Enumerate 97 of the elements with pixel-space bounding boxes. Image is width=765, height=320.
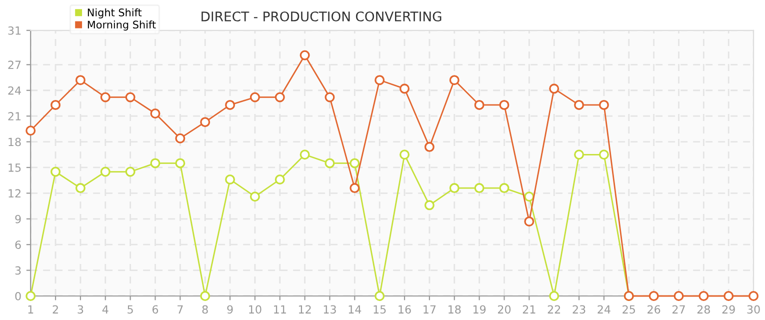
point — [474, 100, 484, 110]
x-tick-label: 26 — [648, 305, 660, 314]
x-tick-label: 21 — [522, 305, 536, 314]
x-tick-label: 2 — [52, 305, 58, 314]
point — [598, 100, 609, 110]
point — [350, 158, 360, 168]
point — [300, 150, 310, 160]
point — [424, 200, 434, 210]
y-tick-label: 24 — [8, 86, 21, 95]
x-tick-label: 24 — [598, 305, 610, 314]
point — [549, 84, 560, 94]
x-tick-label: 6 — [152, 305, 158, 314]
point — [274, 92, 285, 102]
point — [374, 75, 385, 86]
x-tick-label: 29 — [722, 305, 735, 314]
chart-title: DIRECT - PRODUCTION CONVERTING — [202, 11, 442, 22]
point — [125, 166, 136, 177]
x-tick-label: 4 — [102, 305, 108, 314]
point — [724, 291, 734, 301]
x-tick-label: 11 — [274, 305, 286, 314]
y-tick-label: 0 — [15, 292, 21, 300]
point — [225, 100, 236, 110]
point — [374, 291, 385, 301]
point — [125, 92, 136, 102]
point — [674, 291, 684, 301]
x-tick-label: 27 — [672, 305, 685, 314]
point — [250, 192, 260, 202]
point — [698, 291, 709, 301]
point — [75, 183, 86, 194]
point — [524, 216, 534, 226]
point — [200, 117, 210, 128]
x-tick-label: 7 — [178, 305, 183, 314]
point — [175, 158, 186, 168]
x-tick-label: 16 — [398, 305, 411, 314]
point — [150, 108, 160, 119]
point — [75, 75, 86, 86]
point — [449, 75, 460, 86]
point — [400, 150, 410, 160]
point — [300, 50, 310, 60]
y-tick-label: 31 — [8, 26, 21, 35]
point — [400, 84, 410, 94]
point — [50, 166, 61, 177]
point — [524, 192, 534, 202]
y-tick-label: 27 — [8, 60, 21, 69]
x-tick-label: 18 — [448, 305, 461, 314]
point — [449, 183, 460, 194]
point — [499, 100, 510, 110]
y-tick-label: 3 — [15, 266, 21, 275]
x-tick-label: 8 — [202, 305, 208, 314]
x-tick-label: 30 — [747, 305, 760, 314]
point — [748, 291, 759, 301]
x-tick-label: 13 — [324, 305, 336, 314]
point — [100, 92, 110, 102]
x-tick-label: 25 — [622, 305, 635, 314]
x-tick-label: 17 — [424, 305, 436, 314]
x-tick-label: 28 — [697, 305, 710, 314]
point — [100, 166, 110, 177]
point — [50, 100, 61, 110]
x-tick-label: 15 — [374, 305, 386, 314]
x-tick-label: 5 — [128, 305, 133, 314]
point — [26, 126, 36, 136]
point — [574, 100, 584, 110]
x-tick-label: 19 — [473, 305, 486, 314]
x-tick-label: 22 — [548, 305, 560, 314]
point — [499, 183, 510, 194]
y-tick-label: 15 — [8, 164, 21, 172]
point — [648, 291, 659, 301]
x-tick-label: 10 — [249, 305, 262, 314]
point — [26, 291, 36, 301]
point — [200, 291, 210, 301]
x-tick-label: 3 — [78, 305, 84, 314]
x-tick-label: 12 — [298, 305, 311, 314]
point — [474, 183, 484, 194]
y-tick-label: 21 — [8, 112, 21, 120]
y-tick-label: 12 — [8, 189, 20, 198]
point — [274, 174, 285, 184]
x-tick-label: 23 — [572, 305, 586, 314]
x-tick-label: 20 — [498, 305, 511, 314]
point — [324, 92, 335, 102]
legend-label: Night Shift — [88, 8, 142, 18]
legend-label: Morning Shift — [88, 20, 156, 31]
point — [350, 183, 360, 194]
y-tick-label: 6 — [15, 240, 21, 249]
point — [175, 133, 186, 144]
y-tick-label: 9 — [15, 214, 21, 224]
point — [150, 158, 160, 168]
point — [250, 92, 260, 102]
point — [574, 150, 584, 160]
point — [598, 150, 609, 160]
point — [549, 291, 560, 301]
y-tick-label: 18 — [8, 138, 21, 146]
point — [225, 174, 236, 184]
point — [424, 142, 434, 152]
point — [324, 158, 335, 168]
x-tick-label: 1 — [28, 305, 34, 314]
x-tick-label: 9 — [227, 305, 233, 314]
x-tick-label: 14 — [348, 305, 362, 314]
